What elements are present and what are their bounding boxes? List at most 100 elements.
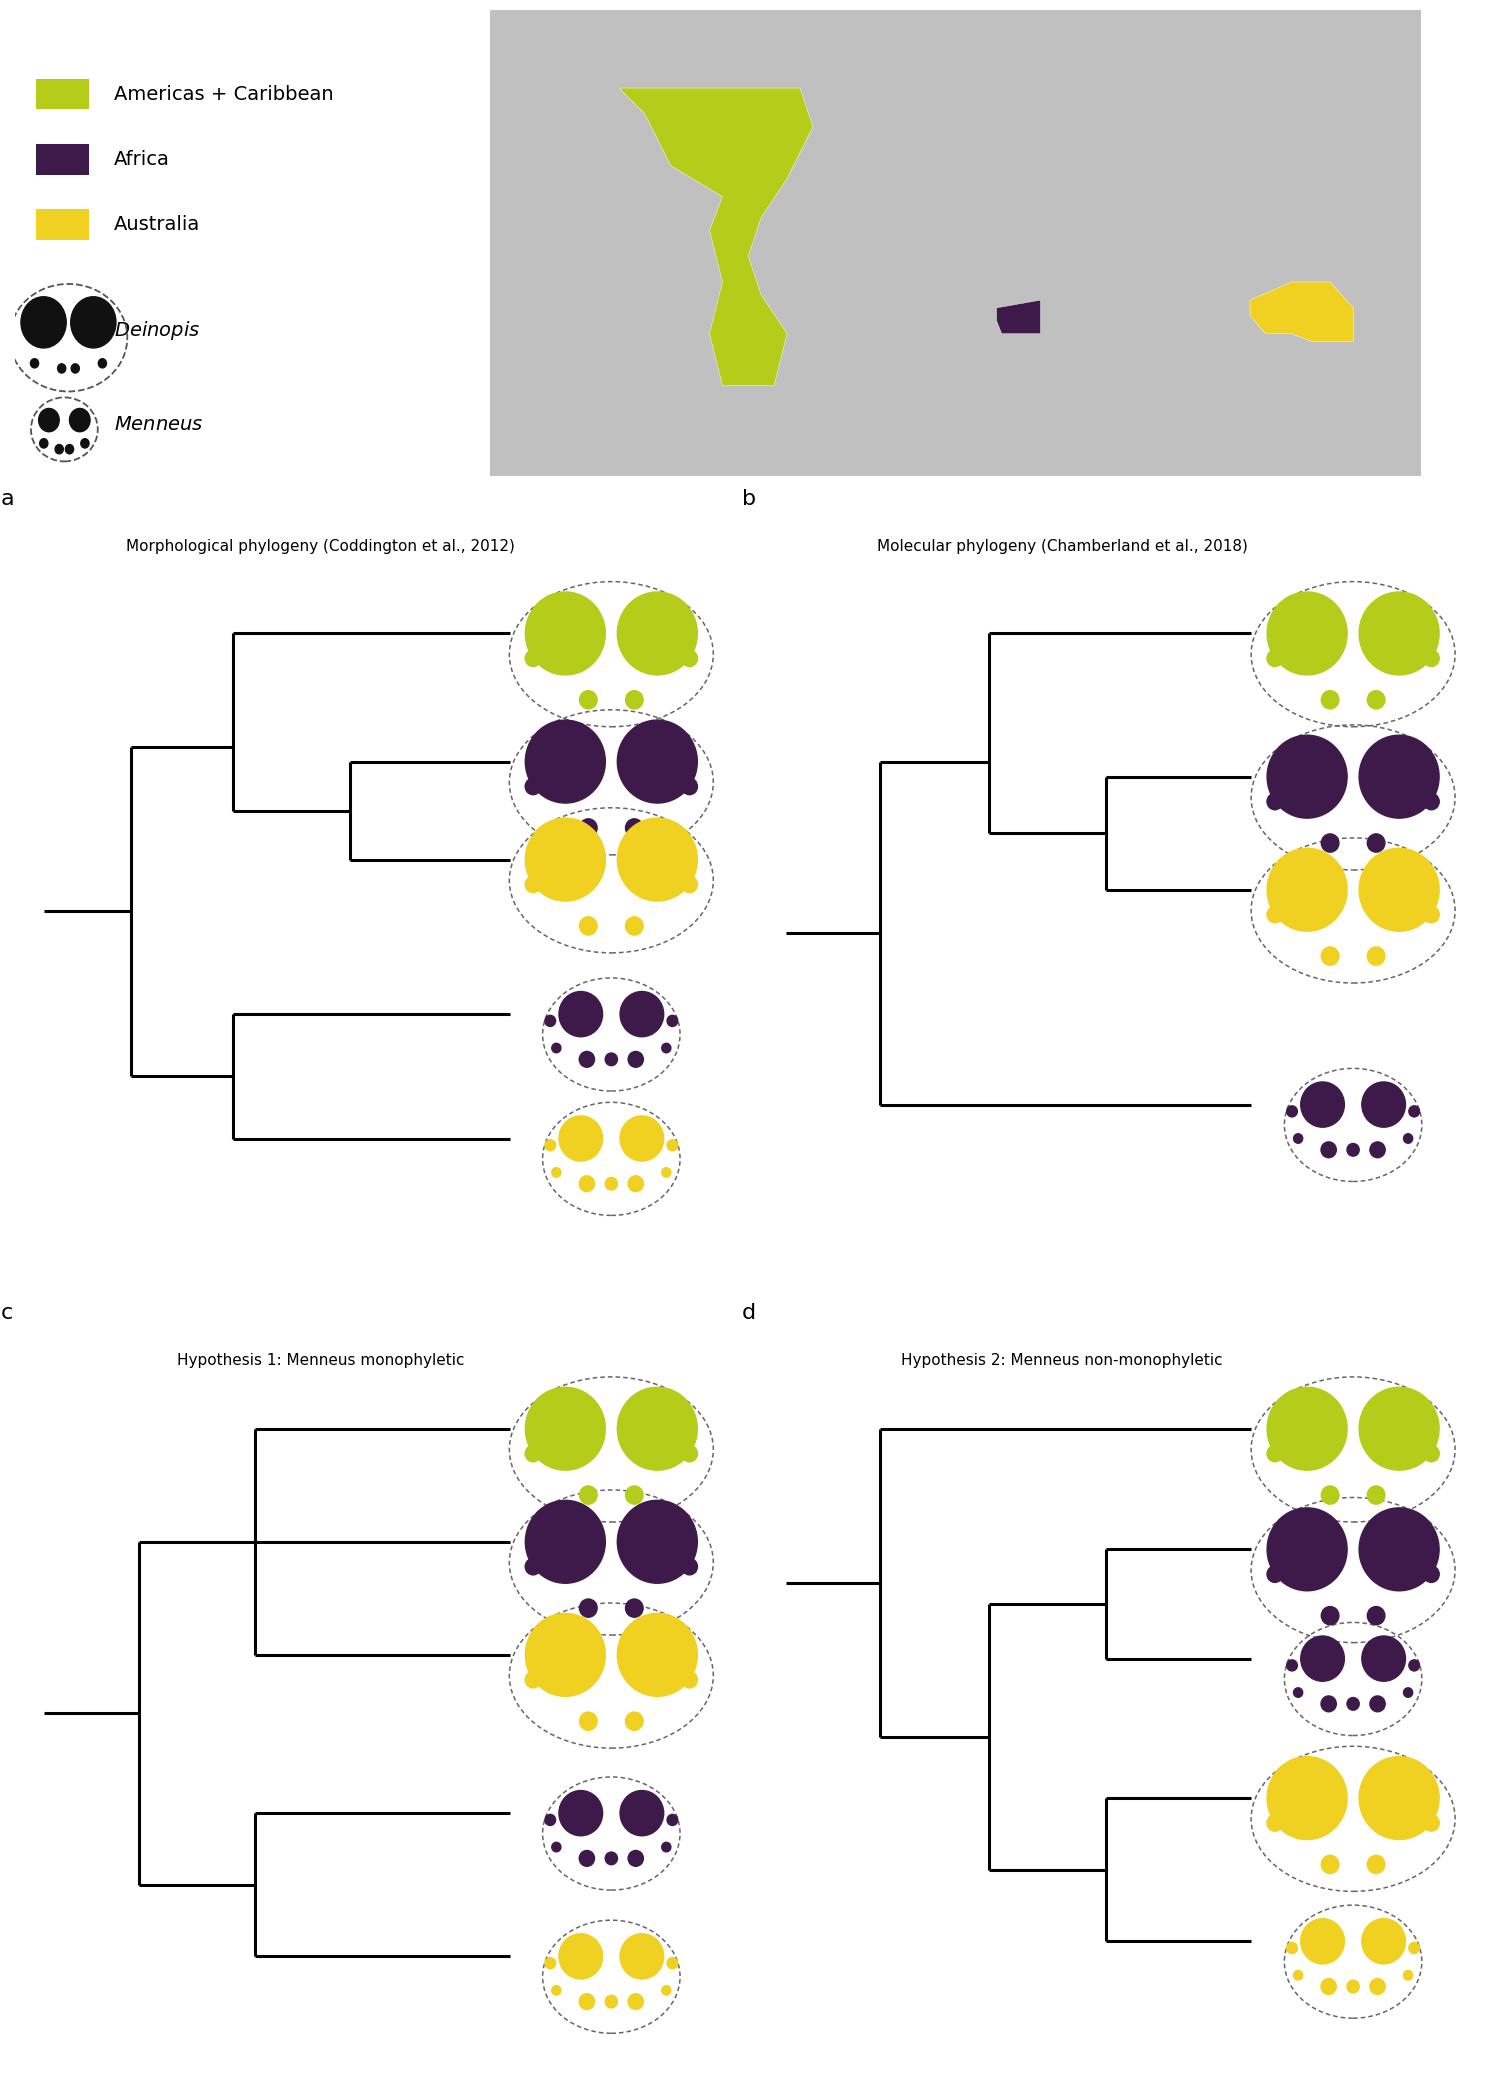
Circle shape xyxy=(525,1500,606,1584)
Circle shape xyxy=(525,876,541,892)
Circle shape xyxy=(1424,1814,1439,1831)
Circle shape xyxy=(525,721,606,802)
Circle shape xyxy=(618,1387,697,1471)
Circle shape xyxy=(39,438,48,448)
Polygon shape xyxy=(997,300,1040,333)
Circle shape xyxy=(1321,1607,1339,1626)
Circle shape xyxy=(1301,1636,1345,1682)
Circle shape xyxy=(579,1175,595,1192)
Circle shape xyxy=(1267,1387,1348,1471)
Circle shape xyxy=(1294,1133,1303,1144)
Circle shape xyxy=(606,1852,618,1865)
Circle shape xyxy=(618,721,697,802)
Circle shape xyxy=(1403,1971,1412,1980)
FancyBboxPatch shape xyxy=(490,10,1421,476)
Text: d: d xyxy=(742,1303,757,1324)
Circle shape xyxy=(1424,1446,1439,1462)
Circle shape xyxy=(552,1043,561,1054)
Circle shape xyxy=(559,1934,603,1980)
Circle shape xyxy=(661,1167,672,1177)
Text: Hypothesis 1: Menneus monophyletic: Hypothesis 1: Menneus monophyletic xyxy=(177,1353,465,1368)
Circle shape xyxy=(57,365,66,373)
Circle shape xyxy=(1403,1689,1412,1697)
Circle shape xyxy=(1321,691,1339,708)
Text: c: c xyxy=(0,1303,12,1324)
Circle shape xyxy=(606,1177,618,1190)
Circle shape xyxy=(580,1485,597,1504)
Circle shape xyxy=(625,691,643,708)
Circle shape xyxy=(1321,1485,1339,1504)
Text: Molecular phylogeny (Chamberland et al., 2018): Molecular phylogeny (Chamberland et al.,… xyxy=(877,538,1247,555)
Circle shape xyxy=(1360,1756,1439,1839)
Circle shape xyxy=(559,991,603,1037)
FancyBboxPatch shape xyxy=(36,210,88,239)
Circle shape xyxy=(625,1485,643,1504)
Circle shape xyxy=(625,918,643,934)
Circle shape xyxy=(580,691,597,708)
Circle shape xyxy=(1348,1144,1360,1156)
Circle shape xyxy=(661,1986,672,1994)
Circle shape xyxy=(580,1598,597,1617)
Circle shape xyxy=(70,365,79,373)
Polygon shape xyxy=(1250,283,1354,341)
Circle shape xyxy=(1367,1485,1385,1504)
Circle shape xyxy=(1321,834,1339,853)
Circle shape xyxy=(1361,1081,1406,1127)
Circle shape xyxy=(1321,947,1339,966)
Circle shape xyxy=(621,1791,664,1835)
Circle shape xyxy=(559,1117,603,1161)
Circle shape xyxy=(667,1016,678,1027)
Circle shape xyxy=(628,1994,643,2009)
Circle shape xyxy=(546,1016,556,1027)
Circle shape xyxy=(667,1957,678,1969)
Circle shape xyxy=(618,819,697,901)
Circle shape xyxy=(1267,735,1348,819)
Circle shape xyxy=(682,649,697,666)
Circle shape xyxy=(1367,1856,1385,1873)
Circle shape xyxy=(552,1986,561,1994)
Circle shape xyxy=(70,297,115,348)
Circle shape xyxy=(525,1613,606,1697)
Circle shape xyxy=(525,1559,541,1575)
Circle shape xyxy=(1361,1919,1406,1963)
Circle shape xyxy=(621,991,664,1037)
Circle shape xyxy=(661,1842,672,1852)
Circle shape xyxy=(661,1043,672,1054)
Circle shape xyxy=(1360,593,1439,675)
Text: b: b xyxy=(742,488,757,509)
FancyBboxPatch shape xyxy=(36,145,88,174)
Circle shape xyxy=(1409,1106,1420,1117)
Text: Americas + Caribbean: Americas + Caribbean xyxy=(114,84,333,105)
Circle shape xyxy=(628,1850,643,1867)
Circle shape xyxy=(1267,1565,1283,1582)
Circle shape xyxy=(1267,593,1348,675)
Circle shape xyxy=(1409,1942,1420,1955)
Circle shape xyxy=(1361,1636,1406,1682)
Circle shape xyxy=(1360,848,1439,930)
Circle shape xyxy=(525,1387,606,1471)
Circle shape xyxy=(1360,735,1439,819)
Text: Africa: Africa xyxy=(114,151,169,170)
Text: $\it{Deinopis}$: $\it{Deinopis}$ xyxy=(114,318,199,341)
Circle shape xyxy=(1367,834,1385,853)
Circle shape xyxy=(621,1934,664,1980)
Circle shape xyxy=(1294,1971,1303,1980)
Circle shape xyxy=(621,1117,664,1161)
Circle shape xyxy=(1348,1980,1360,1992)
Circle shape xyxy=(682,876,697,892)
Circle shape xyxy=(682,1446,697,1462)
Circle shape xyxy=(525,649,541,666)
Circle shape xyxy=(525,777,541,794)
Circle shape xyxy=(1360,1508,1439,1590)
Circle shape xyxy=(667,1814,678,1825)
Circle shape xyxy=(1348,1697,1360,1710)
Circle shape xyxy=(1370,1697,1385,1712)
Text: $\it{Menneus}$: $\it{Menneus}$ xyxy=(114,415,204,434)
Circle shape xyxy=(1267,848,1348,930)
Circle shape xyxy=(525,1672,541,1689)
Circle shape xyxy=(525,819,606,901)
Text: Morphological phylogeny (Coddington et al., 2012): Morphological phylogeny (Coddington et a… xyxy=(126,538,514,555)
Circle shape xyxy=(625,1598,643,1617)
Circle shape xyxy=(1286,1106,1297,1117)
Circle shape xyxy=(682,777,697,794)
